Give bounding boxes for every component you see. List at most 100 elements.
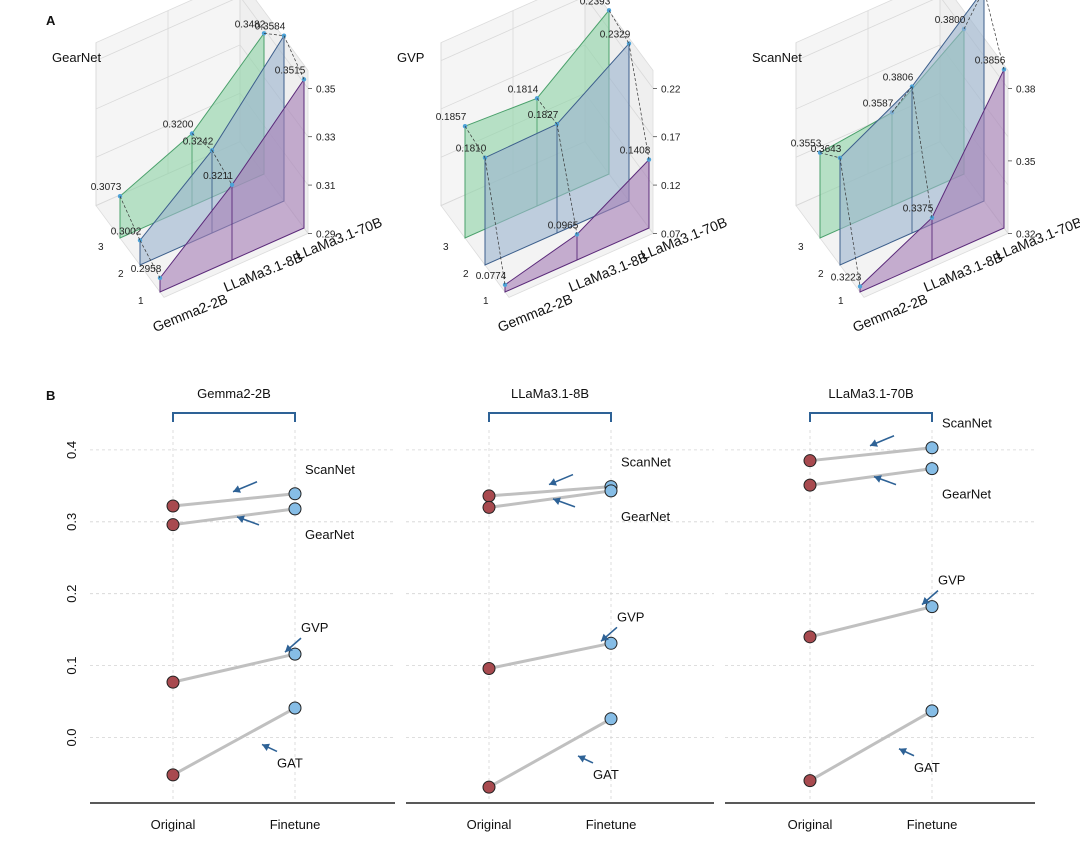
annotation-gvp: GVP bbox=[301, 620, 328, 635]
data-point bbox=[229, 182, 235, 188]
slope-chart-2: Original Finetune LLaMa3.1-70B ScanNet GearN… bbox=[725, 386, 1035, 832]
depth-tick-label: 1 bbox=[138, 296, 144, 307]
connector-gvp bbox=[809, 605, 933, 639]
z-tick-label: 0.22 bbox=[661, 84, 681, 95]
data-label: 0.3482 bbox=[235, 19, 266, 30]
connector-scannet bbox=[809, 446, 933, 463]
depth-tick-label: 2 bbox=[463, 269, 469, 280]
dashed-connector bbox=[556, 123, 578, 235]
data-label: 0.3806 bbox=[883, 73, 914, 84]
z-tick-label: 0.35 bbox=[316, 84, 336, 95]
data-label: 0.2958 bbox=[131, 264, 162, 275]
chart-title: GVP bbox=[397, 50, 424, 65]
annotation-gat: GAT bbox=[593, 767, 619, 782]
arrow-head bbox=[899, 748, 907, 756]
annotation-gat: GAT bbox=[914, 760, 940, 775]
annotation-gvp: GVP bbox=[938, 573, 965, 588]
dashed-connector bbox=[986, 0, 1005, 70]
annotation-gearnet: GearNet bbox=[305, 527, 355, 542]
data-label: 0.1827 bbox=[528, 110, 559, 121]
chart-3d-0: 0.3073 0.3200 0.3482 0.3002 0.3242 0.3584 0.29… bbox=[52, 0, 384, 335]
chart-3d-2: 0.35530.35870.38000.36430.38060.40760.32… bbox=[752, 0, 1080, 335]
dashed-connector bbox=[283, 35, 305, 80]
data-label: 0.0965 bbox=[548, 220, 579, 231]
data-label: 0.1810 bbox=[456, 144, 487, 155]
arrow-head bbox=[285, 644, 293, 653]
point-finetune-gvp bbox=[604, 636, 618, 650]
point-original-gat bbox=[803, 774, 817, 788]
z-tick-label: 0.33 bbox=[316, 133, 336, 144]
x-tick-label: Finetune bbox=[270, 817, 321, 832]
annotation-gearnet: GearNet bbox=[621, 509, 671, 524]
z-tick-label: 0.38 bbox=[1016, 84, 1036, 95]
x-tick-label: Finetune bbox=[907, 817, 958, 832]
chart-title: ScanNet bbox=[752, 50, 802, 65]
point-original-gearnet bbox=[166, 518, 180, 532]
z-tick-label: 0.07 bbox=[661, 229, 681, 240]
arrow-head bbox=[233, 485, 241, 493]
data-label: 0.3375 bbox=[903, 204, 934, 215]
arrow-head bbox=[874, 475, 882, 483]
data-label: 0.1814 bbox=[508, 84, 539, 95]
slope-chart-0: Original Finetune Gemma2-2B ScanNet GearNet G… bbox=[90, 386, 395, 832]
point-original-scannet bbox=[482, 489, 496, 503]
category-label: Gemma2-2B bbox=[850, 290, 930, 335]
dashed-connector bbox=[263, 33, 285, 37]
connector-gat bbox=[172, 706, 296, 777]
x-tick-label: Finetune bbox=[586, 817, 637, 832]
category-label: Gemma2-2B bbox=[495, 290, 575, 335]
data-label: 0.1408 bbox=[620, 146, 651, 157]
dashed-connector bbox=[139, 240, 161, 279]
arrow-head bbox=[578, 755, 586, 763]
chart-title: GearNet bbox=[52, 50, 102, 65]
data-label: 0.3856 bbox=[975, 55, 1006, 66]
data-label: 0.3553 bbox=[791, 139, 822, 150]
y-tick-label: 0.3 bbox=[64, 513, 79, 531]
depth-tick-label: 2 bbox=[818, 269, 824, 280]
point-original-gvp bbox=[803, 630, 817, 644]
arrow-head bbox=[262, 743, 270, 751]
chart-title: Gemma2-2B bbox=[197, 386, 271, 401]
depth-tick-label: 3 bbox=[443, 242, 449, 253]
dashed-connector bbox=[963, 0, 980, 30]
connector-gvp bbox=[488, 641, 612, 670]
arrow-head bbox=[601, 633, 609, 642]
connector-gearnet bbox=[488, 489, 612, 509]
y-tick-label: 0.4 bbox=[64, 441, 79, 459]
z-tick-label: 0.32 bbox=[1016, 229, 1036, 240]
annotation-gearnet: GearNet bbox=[942, 487, 992, 502]
dashed-connector bbox=[211, 150, 233, 186]
data-label: 0.3200 bbox=[163, 120, 194, 131]
data-label: 0.3242 bbox=[183, 136, 214, 147]
data-label: 0.3584 bbox=[255, 22, 286, 33]
connector-gat bbox=[809, 709, 933, 782]
annotation-gat: GAT bbox=[277, 755, 303, 770]
connector-scannet bbox=[172, 492, 296, 508]
arrow-head bbox=[870, 439, 878, 447]
arrow-head bbox=[237, 515, 245, 523]
y-tick-label: 0.1 bbox=[64, 657, 79, 675]
point-finetune-gat bbox=[604, 712, 618, 726]
z-tick-label: 0.29 bbox=[316, 229, 336, 240]
point-finetune-gat bbox=[925, 704, 939, 718]
z-tick-label: 0.17 bbox=[661, 133, 681, 144]
dashed-connector bbox=[608, 10, 630, 44]
data-label: 0.3800 bbox=[935, 15, 966, 26]
data-point bbox=[502, 282, 508, 288]
data-label: 0.3223 bbox=[831, 272, 862, 283]
dashed-connector bbox=[119, 196, 141, 241]
point-finetune-gat bbox=[288, 701, 302, 715]
point-finetune-gearnet bbox=[925, 462, 939, 476]
data-label: 0.3073 bbox=[91, 182, 122, 193]
dashed-connector bbox=[464, 125, 486, 158]
dashed-connector bbox=[484, 157, 506, 285]
panel-label-a: A bbox=[46, 13, 56, 28]
dashed-connector bbox=[191, 133, 213, 151]
z-tick-label: 0.31 bbox=[316, 181, 336, 192]
point-finetune-gvp bbox=[288, 647, 302, 661]
point-original-gvp bbox=[482, 661, 496, 675]
data-label: 0.3643 bbox=[811, 144, 842, 155]
point-original-gat bbox=[482, 780, 496, 794]
data-label: 0.1857 bbox=[436, 112, 467, 123]
slope-chart-1: Original Finetune LLaMa3.1-8B ScanNet GearNe… bbox=[406, 386, 714, 832]
